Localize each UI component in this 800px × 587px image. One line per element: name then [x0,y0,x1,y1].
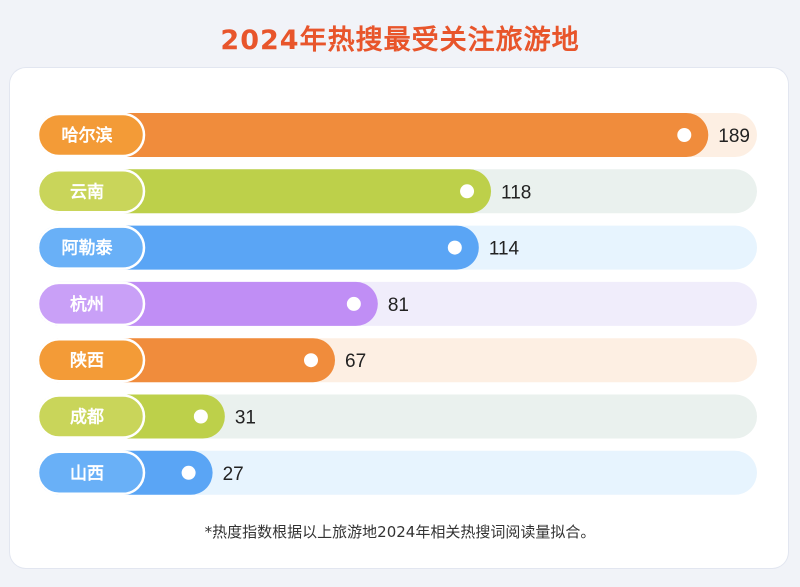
category-label: 阿勒泰 [62,238,114,259]
bar-end-dot [346,296,361,311]
category-pill [36,281,146,327]
category-label: 杭州 [70,294,104,315]
bar [37,113,709,157]
category-pill [36,225,146,270]
value-label: 27 [223,464,244,485]
category-label: 云南 [70,181,104,202]
value-label: 118 [501,182,531,203]
category-pill [36,112,146,158]
value-label: 114 [489,239,520,260]
bar-end-dot [677,128,692,142]
bar [37,225,479,270]
category-label: 哈尔滨 [62,125,113,146]
value-label: 81 [388,295,409,316]
bar [37,169,492,214]
category-pill [36,394,146,439]
value-label: 189 [718,126,750,147]
chart-title: 2024年热搜最受关注旅游地 [220,25,580,56]
bar-end-dot [181,465,196,480]
category-label: 山西 [70,464,104,484]
value-label: 67 [345,351,366,372]
bar-end-dot [193,409,208,424]
bar-end-dot [460,184,475,199]
category-pill [36,337,146,383]
category-label: 成都 [70,407,104,428]
category-pill [36,450,146,496]
value-label: 31 [235,408,256,429]
category-label: 陕西 [70,350,104,371]
bar-end-dot [304,353,319,368]
category-pill [36,169,146,214]
bar-track [37,450,757,495]
bar-end-dot [447,240,462,255]
footnote: *热度指数根据以上旅游地2024年相关热搜词阅读量拟合。 [204,523,596,541]
